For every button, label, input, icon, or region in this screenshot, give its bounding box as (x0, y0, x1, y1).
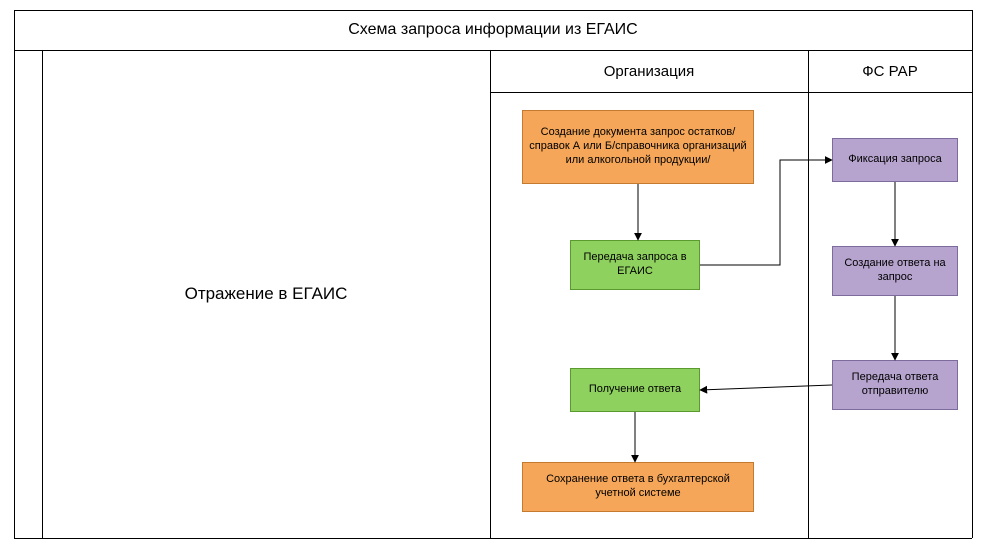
grid-line (14, 538, 972, 539)
node-create-response: Создание ответа на запрос (832, 246, 958, 296)
grid-line (972, 10, 973, 538)
node-receive-response: Получение ответа (570, 368, 700, 412)
grid-line (808, 50, 809, 538)
node-create-document: Создание документа запрос остатков/справ… (522, 110, 754, 184)
diagram-canvas: Схема запроса информации из ЕГАИС Органи… (0, 0, 985, 549)
grid-line (490, 50, 491, 538)
diagram-title: Схема запроса информации из ЕГАИС (14, 10, 972, 50)
grid-line (14, 10, 15, 538)
column-header-organization: Организация (490, 50, 808, 92)
grid-line (490, 92, 972, 93)
node-fix-request: Фиксация запроса (832, 138, 958, 182)
node-send-request: Передача запроса в ЕГАИС (570, 240, 700, 290)
section-label: Отражение в ЕГАИС (42, 50, 490, 538)
node-save-response: Сохранение ответа в бухгалтерской учетно… (522, 462, 754, 512)
node-deliver-response: Передача ответа отправителю (832, 360, 958, 410)
column-header-fsrar: ФС РАР (808, 50, 972, 92)
